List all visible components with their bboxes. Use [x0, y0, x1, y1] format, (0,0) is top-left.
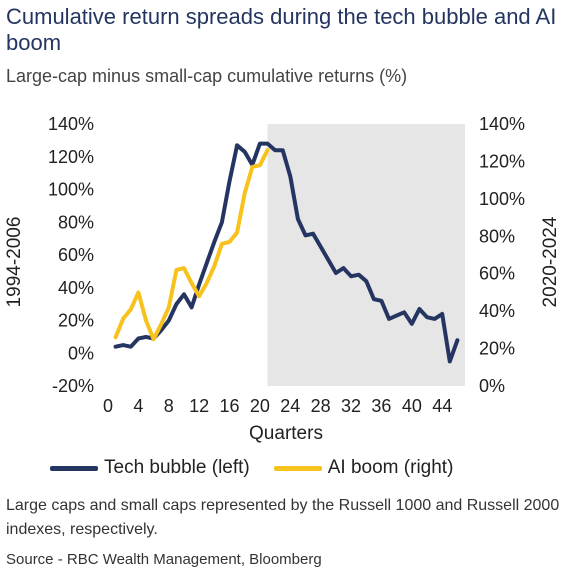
- y-tick-right: 140%: [479, 114, 525, 134]
- y-tick-left: 60%: [58, 245, 94, 265]
- footnote: Large caps and small caps represented by…: [6, 497, 560, 538]
- series-line-ai-boom: [113, 148, 270, 342]
- y-tick-left: 80%: [58, 212, 94, 232]
- tick-labels: -20% 0% 20% 40% 60% 80% 100% 120% 140% 0% 20% 40% 60…: [48, 114, 525, 416]
- x-axis-label: Quarters: [249, 423, 323, 444]
- y-tick-left: 100%: [48, 180, 94, 200]
- x-tick: 20: [250, 396, 270, 416]
- source-note: Source - RBC Wealth Management, Bloomber…: [6, 551, 322, 568]
- y-tick-left: 0%: [68, 343, 94, 363]
- x-tick: 24: [280, 396, 300, 416]
- legend-item-ai: AI boom (right): [273, 457, 454, 479]
- y-tick-right: 80%: [479, 226, 515, 246]
- y-tick-right: 20%: [479, 339, 515, 359]
- right-axis-label: 2020-2024: [540, 216, 561, 307]
- y-tick-right: 0%: [479, 376, 505, 396]
- x-tick: 0: [103, 396, 113, 416]
- shaded-region: [267, 124, 465, 386]
- y-tick-left: 120%: [48, 147, 94, 167]
- legend-label-ai: AI boom (right): [327, 457, 454, 478]
- y-tick-right: 60%: [479, 264, 515, 284]
- x-tick: 8: [164, 396, 174, 416]
- chart-title: Cumulative return spreads during the tec…: [6, 4, 557, 55]
- y-tick-left: 20%: [58, 311, 94, 331]
- y-tick-right: 40%: [479, 301, 515, 321]
- y-tick-right: 120%: [479, 151, 525, 171]
- legend-swatch-ai: [273, 465, 322, 471]
- y-tick-left: 40%: [58, 278, 94, 298]
- series-line-tech-bubble: [113, 141, 460, 364]
- left-axis-label: 1994-2006: [4, 217, 25, 308]
- x-tick: 32: [341, 396, 361, 416]
- y-tick-left: -20%: [52, 376, 94, 396]
- chart-area: -20% 0% 20% 40% 60% 80% 100% 120% 140% 0% 20% 40% 60…: [4, 114, 561, 444]
- legend: Tech bubble (left) AI boom (right): [50, 455, 477, 481]
- legend-item-tech: Tech bubble (left): [50, 457, 250, 479]
- series-lines: [113, 141, 460, 364]
- x-tick: 16: [220, 396, 240, 416]
- x-tick: 36: [371, 396, 391, 416]
- y-tick-left: 140%: [48, 114, 94, 134]
- x-tick: 40: [402, 396, 422, 416]
- x-tick: 4: [133, 396, 143, 416]
- chart-subtitle: Large-cap minus small-cap cumulative ret…: [6, 66, 408, 86]
- x-tick: 12: [189, 396, 209, 416]
- x-tick: 44: [432, 396, 452, 416]
- legend-label-tech: Tech bubble (left): [104, 457, 250, 478]
- y-tick-right: 100%: [479, 189, 525, 209]
- legend-swatch-tech: [50, 465, 98, 471]
- x-tick: 28: [311, 396, 331, 416]
